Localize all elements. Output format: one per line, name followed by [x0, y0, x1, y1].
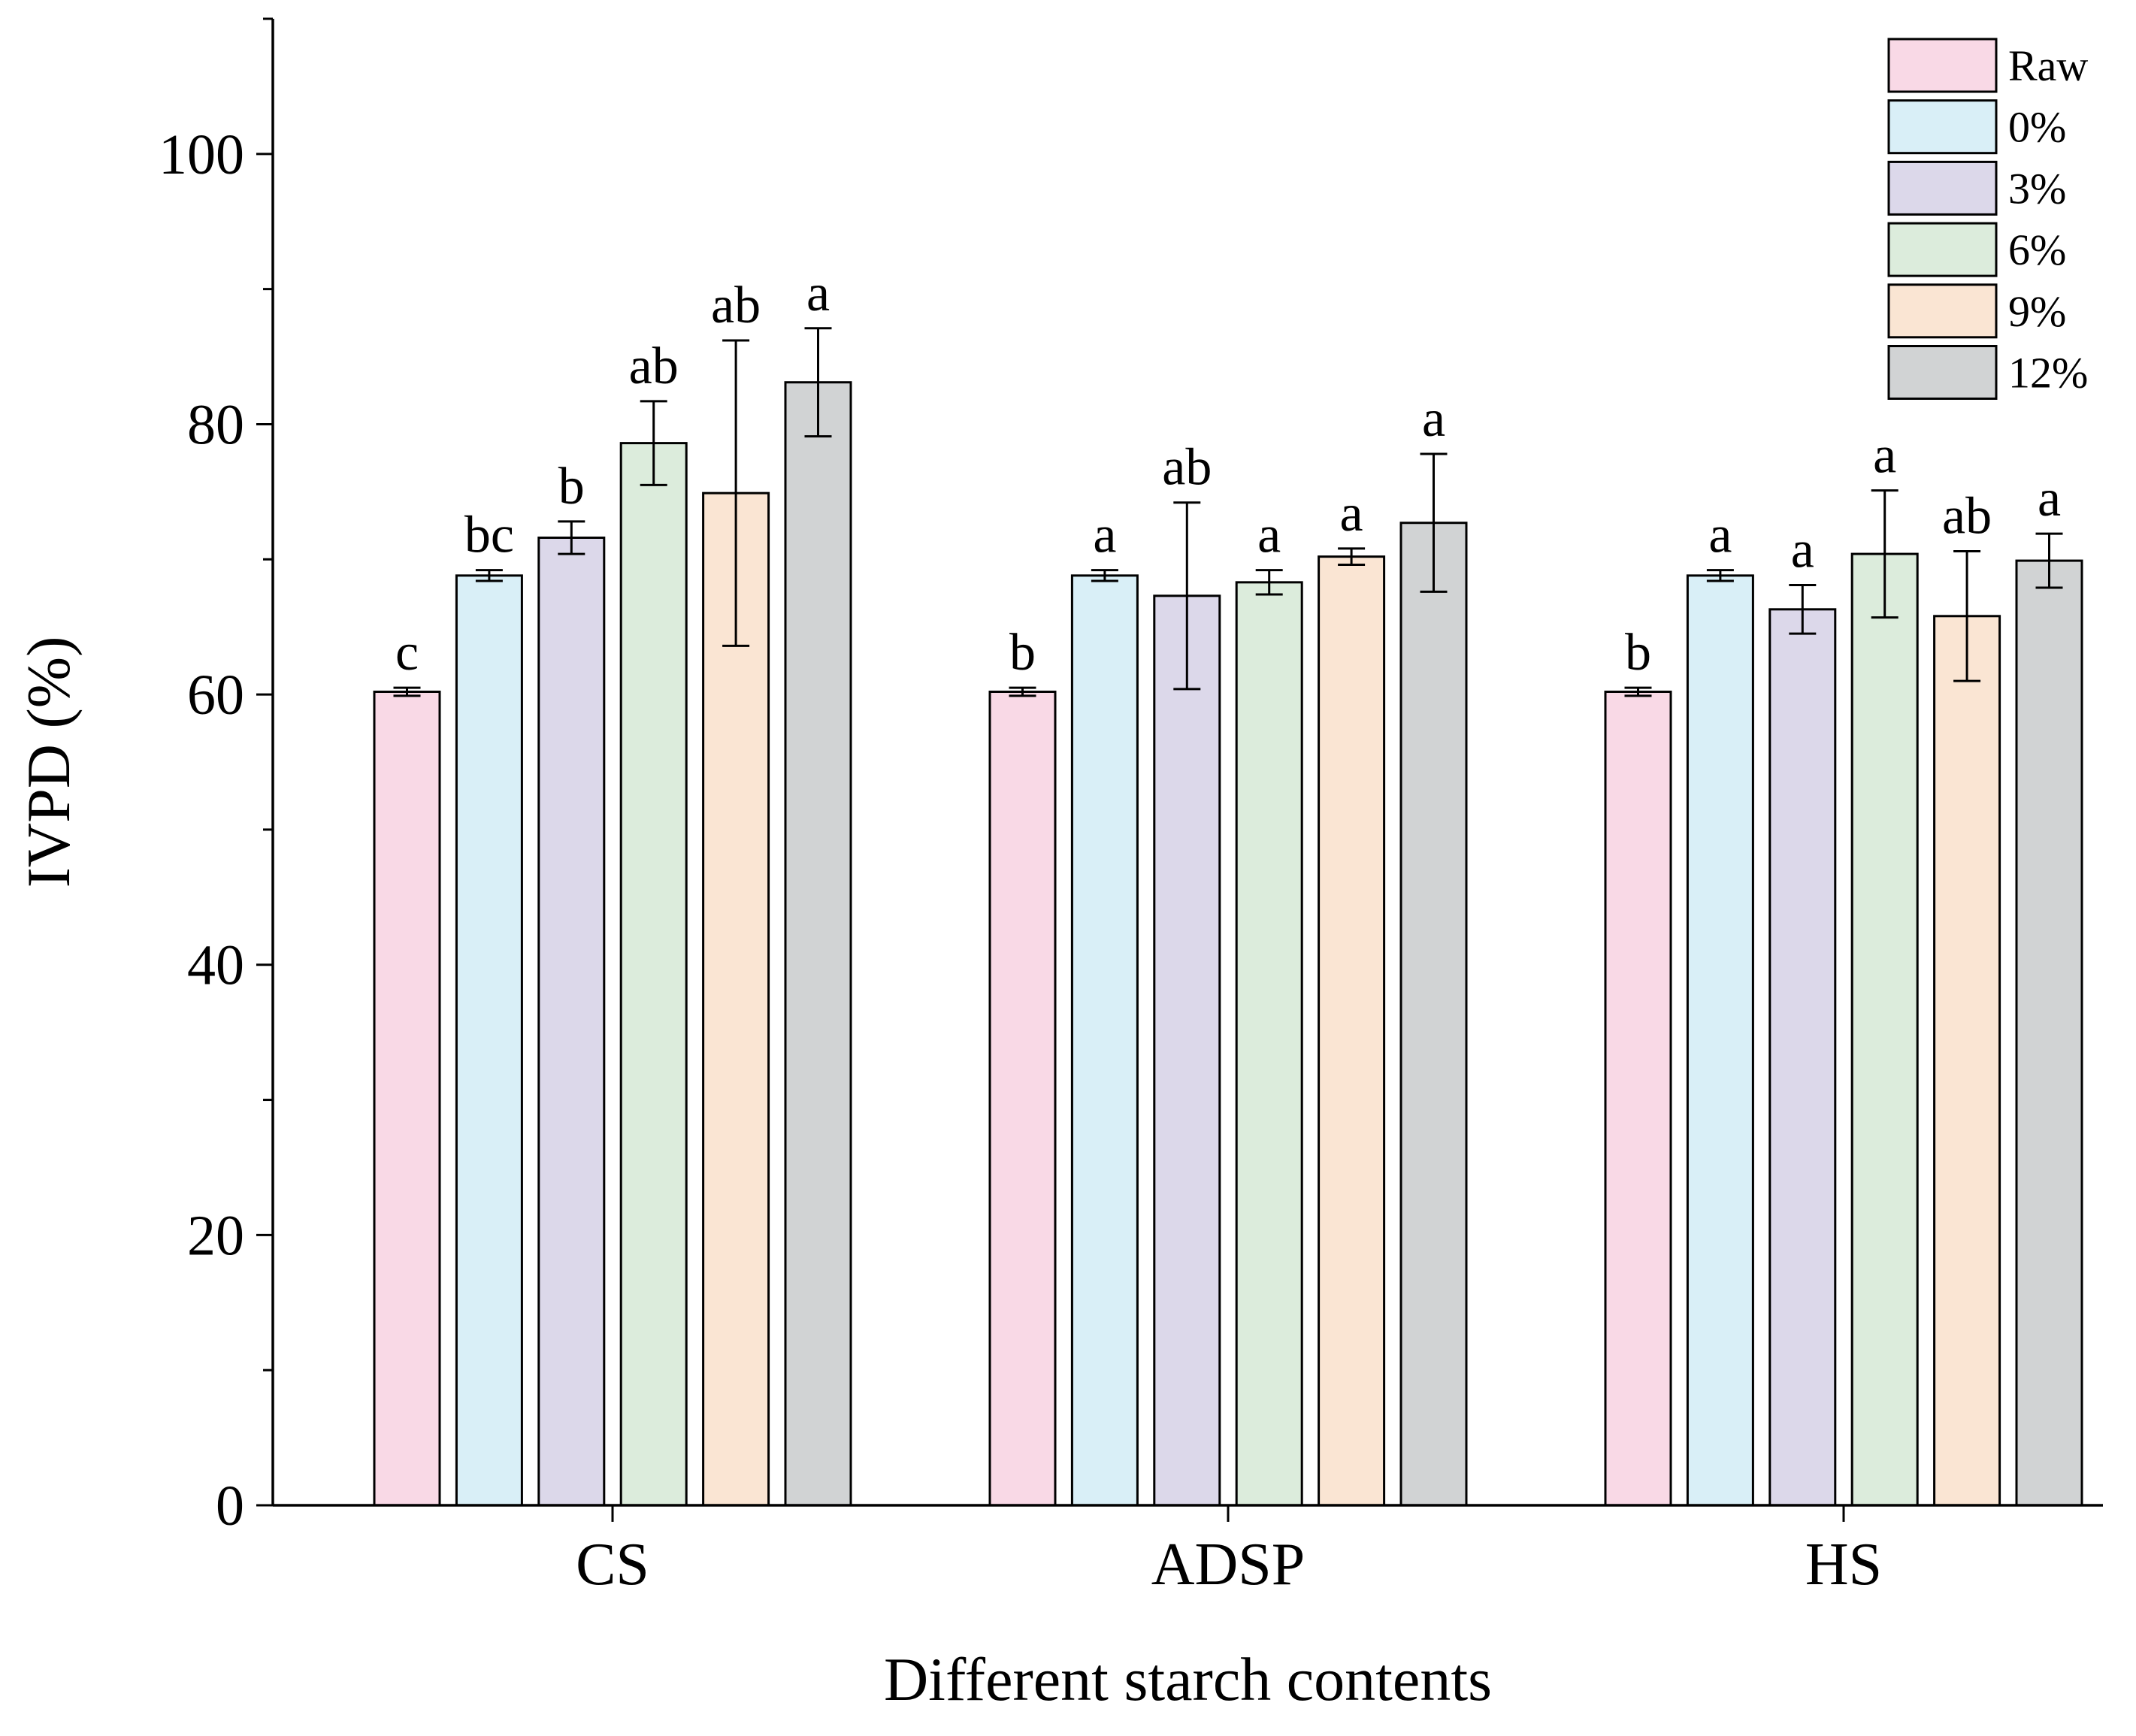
- bar: [1153, 594, 1221, 1507]
- y-tick-label: 80: [187, 393, 244, 456]
- significance-letter: bc: [464, 507, 514, 564]
- bar: [1850, 552, 1919, 1507]
- bar: [784, 381, 852, 1507]
- legend-label: 0%: [2008, 103, 2066, 152]
- significance-letter: c: [395, 624, 419, 682]
- bar: [537, 537, 606, 1507]
- x-tick-label: ADSP: [1151, 1532, 1306, 1598]
- bar: [373, 690, 441, 1507]
- y-tick-label: 60: [187, 664, 244, 727]
- bar: [1933, 615, 2001, 1507]
- x-tick-label: HS: [1805, 1532, 1882, 1598]
- legend-swatch: [1887, 222, 1998, 277]
- legend-swatch: [1887, 99, 1998, 155]
- significance-letter: a: [1093, 507, 1116, 564]
- bar: [1604, 690, 1672, 1507]
- significance-letter: a: [2038, 470, 2061, 528]
- significance-letter: ab: [711, 277, 761, 334]
- legend-swatch: [1887, 160, 1998, 216]
- bar: [1686, 574, 1754, 1507]
- y-axis-title: IVPD (%): [14, 637, 83, 888]
- significance-letter: a: [1257, 507, 1281, 564]
- significance-letter: ab: [629, 337, 679, 395]
- bar: [1768, 608, 1837, 1507]
- x-axis-title: Different starch contents: [884, 1645, 1492, 1713]
- bar: [702, 491, 770, 1507]
- bar: [988, 690, 1057, 1507]
- bar: [455, 574, 523, 1507]
- significance-letter: a: [806, 265, 830, 322]
- significance-letter: b: [1009, 624, 1036, 682]
- bar: [1070, 574, 1139, 1507]
- legend-label: 9%: [2008, 287, 2066, 336]
- significance-letter: ab: [1162, 439, 1212, 497]
- y-tick-label: 100: [159, 123, 244, 186]
- axes: 0 20 40 60 80 100 CS ADSP HS: [159, 17, 2103, 1598]
- bar: [619, 442, 688, 1507]
- bar: [2015, 559, 2083, 1507]
- bar: [1235, 581, 1303, 1507]
- legend-swatch: [1887, 283, 1998, 339]
- y-tick-label: 40: [187, 934, 244, 997]
- legend-swatch: [1887, 345, 1998, 400]
- legend-label: 12%: [2008, 349, 2088, 398]
- bar: [1318, 555, 1386, 1507]
- x-tick-label: CS: [576, 1532, 649, 1598]
- significance-letter: a: [1791, 521, 1814, 579]
- y-tick-label: 0: [216, 1474, 244, 1538]
- significance-letter: a: [1422, 390, 1445, 448]
- y-tick-label: 20: [187, 1204, 244, 1267]
- significance-letter: b: [558, 458, 585, 516]
- legend-label: Raw: [2008, 41, 2088, 90]
- significance-letter: ab: [1942, 487, 1992, 545]
- significance-letter: a: [1340, 485, 1363, 543]
- significance-letter: b: [1625, 624, 1651, 682]
- legend-swatch: [1887, 38, 1998, 93]
- legend: Raw 0% 3% 6% 9% 12%: [1887, 38, 2088, 400]
- legend-label: 3%: [2008, 164, 2066, 213]
- significance-letter: a: [1708, 507, 1732, 564]
- bar: [1399, 522, 1468, 1507]
- significance-letter: a: [1873, 427, 1896, 485]
- legend-label: 6%: [2008, 225, 2066, 274]
